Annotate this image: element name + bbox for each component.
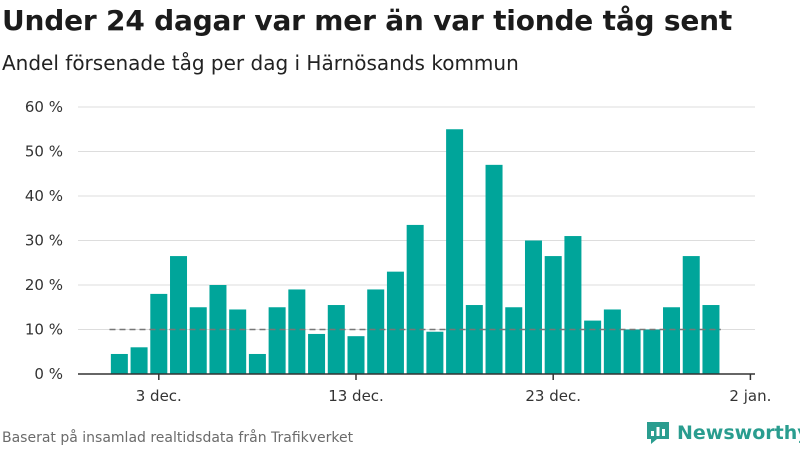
bar bbox=[643, 329, 661, 374]
bar bbox=[584, 320, 602, 374]
y-tick-label: 30 % bbox=[25, 232, 63, 250]
x-tick-label: 23 dec. bbox=[525, 387, 581, 405]
bar bbox=[505, 307, 523, 374]
y-tick-label: 50 % bbox=[25, 143, 63, 161]
bar bbox=[465, 305, 483, 374]
source-note: Baserat på insamlad realtidsdata från Tr… bbox=[2, 430, 354, 446]
bar bbox=[623, 329, 641, 374]
bar bbox=[603, 309, 621, 374]
bar bbox=[130, 347, 148, 374]
bar bbox=[150, 293, 168, 374]
y-tick-label: 60 % bbox=[25, 98, 63, 116]
bar bbox=[327, 305, 345, 374]
bar bbox=[485, 164, 503, 374]
bar bbox=[170, 256, 188, 374]
bar bbox=[446, 129, 464, 374]
bar bbox=[544, 256, 562, 374]
bar bbox=[386, 271, 404, 374]
bar bbox=[288, 289, 306, 374]
x-tick-label: 3 dec. bbox=[136, 387, 182, 405]
brand-logo: Newsworthy bbox=[645, 420, 800, 446]
chart-subtitle: Andel försenade tåg per dag i Härnösands… bbox=[2, 51, 519, 75]
bar bbox=[426, 331, 444, 374]
bar bbox=[189, 307, 207, 374]
x-tick-label: 13 dec. bbox=[328, 387, 384, 405]
bar bbox=[663, 307, 681, 374]
y-tick-label: 0 % bbox=[34, 365, 63, 383]
bar bbox=[308, 333, 326, 374]
bar bbox=[229, 309, 247, 374]
bar bbox=[248, 353, 266, 374]
bar bbox=[367, 289, 385, 374]
bar bbox=[682, 256, 700, 374]
bar bbox=[564, 236, 582, 374]
bar bbox=[347, 336, 365, 374]
y-tick-label: 40 % bbox=[25, 187, 63, 205]
y-tick-label: 10 % bbox=[25, 321, 63, 339]
bar bbox=[406, 224, 424, 374]
x-tick-label: 2 jan. bbox=[729, 387, 771, 405]
y-tick-label: 20 % bbox=[25, 276, 63, 294]
bar bbox=[110, 353, 128, 374]
chart-title: Under 24 dagar var mer än var tionde tåg… bbox=[2, 4, 733, 37]
bar bbox=[209, 285, 227, 374]
bar bbox=[702, 305, 720, 374]
bar bbox=[524, 240, 542, 374]
bar bbox=[268, 307, 286, 374]
newsworthy-logo-icon bbox=[647, 422, 669, 444]
brand-name: Newsworthy bbox=[677, 422, 800, 444]
